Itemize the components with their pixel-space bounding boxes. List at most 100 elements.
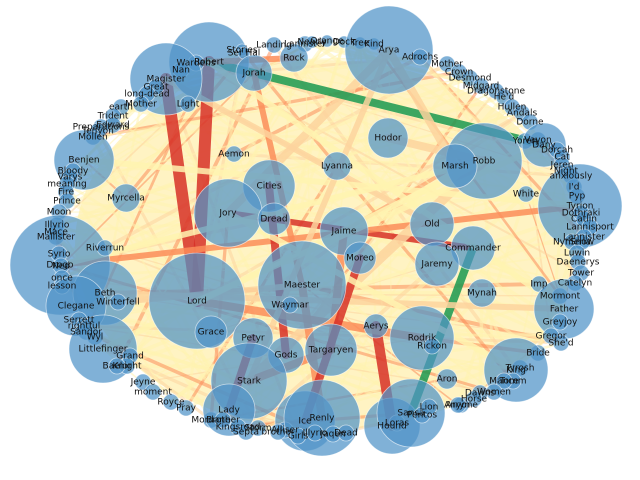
node-label: Old — [424, 220, 439, 230]
node-circle — [235, 54, 273, 92]
node-label: Dragonstone — [467, 87, 525, 97]
node-circle — [467, 278, 497, 308]
node-label: Luwin — [564, 249, 590, 259]
node-label: Mordane — [191, 416, 231, 426]
node-label: Marsh — [441, 162, 468, 172]
node-label: Riverrun — [86, 244, 124, 254]
node-label: Hullen — [498, 103, 527, 113]
node-label: Rodrik — [408, 334, 437, 344]
node-circle — [132, 95, 150, 113]
node-label: Mother — [125, 100, 157, 110]
background-edge — [154, 85, 335, 436]
node-label: Jeren — [550, 161, 574, 171]
node-label: Dawns — [465, 389, 496, 399]
node-label: Storm — [244, 424, 271, 434]
node-label: Grand — [116, 352, 144, 362]
node-label: Trident — [97, 112, 129, 122]
node-label: Ser Hal — [228, 49, 261, 59]
node-label: Mance — [489, 377, 519, 387]
node-label: Adrochs — [402, 53, 438, 63]
node-label: Edward — [96, 121, 130, 131]
node-label: meaning — [47, 180, 86, 190]
node-label: Pyp — [569, 192, 586, 202]
node-label: King — [506, 366, 526, 376]
node-label: Syrio — [48, 250, 71, 260]
node-circle — [144, 383, 162, 401]
node-label: Grace — [198, 328, 225, 338]
node-label: Dock — [333, 38, 356, 48]
node-circle — [269, 423, 287, 441]
node-label: Midgard — [463, 82, 499, 92]
node-label: Daenerys — [557, 258, 600, 268]
node-label: Jory — [218, 209, 237, 219]
node-label: Crown — [445, 68, 473, 78]
node-layer — [9, 5, 623, 457]
node-label: Nearly — [297, 38, 327, 48]
node-label: Tenyon — [81, 127, 114, 137]
node-circle — [108, 357, 126, 375]
node-label: Arryn — [446, 401, 470, 411]
node-label: Prince — [53, 197, 81, 207]
node-label: Mynah — [467, 289, 497, 299]
node-label: Dorne — [516, 118, 544, 128]
node-label: Rickon — [417, 342, 447, 352]
node-label: Ice — [298, 417, 312, 427]
node-label: Dead — [334, 429, 358, 439]
node-circle — [177, 399, 195, 417]
node-label: Sandor — [70, 328, 102, 338]
node-label: Tower — [567, 269, 594, 279]
node-label: Lord — [187, 297, 207, 307]
node-label: Drogo — [46, 261, 74, 271]
node-label: Myrcella — [107, 194, 145, 204]
node-label: Stark — [237, 377, 261, 387]
node-label: once — [51, 274, 73, 284]
node-circle — [305, 35, 319, 49]
node-label: Septa — [233, 428, 259, 438]
node-circle — [306, 424, 324, 442]
node-circle — [420, 398, 438, 416]
node-label: Mollen — [78, 133, 108, 143]
node-circle — [551, 313, 569, 331]
node-label: Kingsroad — [216, 423, 261, 433]
node-circle — [343, 241, 377, 275]
node-label: Hodor — [374, 134, 401, 144]
node-label: Tree — [350, 39, 370, 49]
node-circle — [472, 77, 490, 95]
node-label: Jaqen — [319, 430, 345, 440]
edge — [57, 203, 583, 268]
node-circle — [279, 43, 309, 73]
node-label: Lion — [420, 403, 439, 413]
node-circle — [225, 145, 243, 163]
node-label: Stories — [226, 46, 257, 56]
node-circle — [414, 241, 460, 287]
node-circle — [179, 95, 197, 113]
node-circle — [289, 427, 307, 445]
node-label: Alliser — [271, 426, 299, 436]
node-label: Ned — [52, 262, 70, 272]
node-label: Benjen — [68, 156, 99, 166]
node-label: moment — [134, 388, 172, 398]
node-label: Night — [554, 167, 579, 177]
node-label: Tomm — [498, 377, 526, 387]
node-label: Lannisport — [566, 223, 614, 233]
node-label: Mormont — [540, 292, 581, 302]
node-label: Father — [550, 305, 579, 315]
node-label: Lyanna — [321, 162, 353, 172]
node-label: Girls — [288, 432, 309, 442]
background-edge — [103, 62, 449, 250]
node-label: Rock — [283, 54, 305, 64]
node-label: Women — [477, 388, 511, 398]
node-label: Jaime — [331, 227, 357, 237]
node-label: Baelor — [103, 362, 132, 372]
node-label: Great — [143, 83, 169, 93]
node-label: Magister — [147, 75, 186, 85]
node-circle — [432, 143, 478, 189]
node-label: Mallister — [37, 233, 76, 243]
node-label: Petyr — [241, 334, 264, 344]
node-label: Kind — [364, 40, 384, 50]
node-label: Desmond — [449, 74, 492, 84]
node-label: Brother — [206, 416, 240, 426]
node-label: Aerys — [363, 322, 389, 332]
node-circle — [322, 151, 352, 181]
